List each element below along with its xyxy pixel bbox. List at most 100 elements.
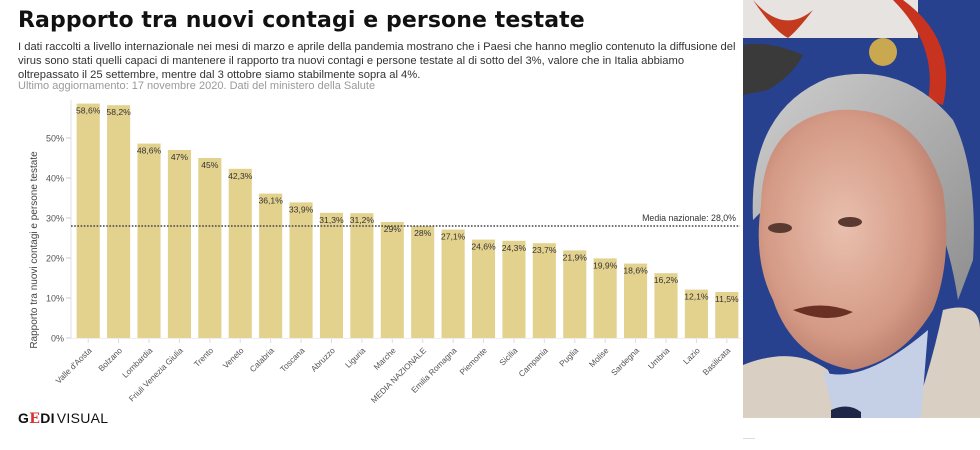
data-label: 27,1%: [441, 232, 466, 242]
bar-chart: 0% 10% 20% 30% 40% 50% Rapporto tra nuovi cont…: [29, 99, 742, 405]
x-tick-label: Lazio: [682, 346, 703, 367]
bar-sardegna: [624, 263, 648, 338]
x-tick-label: Molise: [587, 346, 610, 369]
x-tick-label: Marche: [372, 346, 398, 372]
logo-di: DI: [40, 410, 55, 426]
x-tick-label: Sardegna: [610, 346, 642, 378]
sun-emblem: [869, 38, 897, 66]
data-label: 42,3%: [228, 171, 253, 181]
y-axis-title: Rapporto tra nuovi contagi e persone tes…: [29, 151, 40, 349]
x-tick-label: Basilicata: [701, 346, 732, 377]
national-average-label: Media nazionale: 28,0%: [642, 213, 736, 223]
eagle-emblem: [743, 43, 803, 95]
y-tick-label: 30%: [46, 214, 64, 224]
data-label: 31,2%: [350, 215, 375, 225]
y-axis: 0% 10% 20% 30% 40% 50% Rapporto tra nuovi cont…: [29, 99, 72, 349]
x-tick-label: Toscana: [279, 346, 307, 374]
bar-abruzzo: [319, 212, 344, 338]
y-tick-label: 40%: [46, 174, 64, 184]
data-label: 24,6%: [471, 242, 496, 252]
x-tick-label: Umbria: [646, 346, 671, 371]
portrait-photo: [743, 0, 980, 418]
data-label: 45%: [201, 160, 219, 170]
left-eye: [768, 223, 792, 233]
data-label: 47%: [171, 152, 189, 162]
logo-visual: VISUAL: [56, 410, 109, 426]
jacket-left: [743, 356, 848, 418]
bar-sicilia: [502, 240, 526, 338]
x-tick-label: Campania: [517, 346, 550, 379]
x-tick-label: Trento: [192, 346, 215, 369]
data-label: 28%: [414, 228, 432, 238]
jacket-right: [913, 307, 980, 418]
data-label: 33,9%: [289, 204, 314, 214]
logo-ge: G: [18, 410, 30, 426]
x-tick-label: Sicilia: [498, 346, 520, 368]
bar-emilia-romagna: [441, 229, 465, 338]
gedi-visual-logo: GEDI VISUAL: [18, 410, 108, 427]
x-tick-label: Calabria: [248, 346, 276, 374]
bars-group: 58,6% 58,2% 48,6% 47% 45% 42,3% 36,1% 33,9% 31,3…: [76, 103, 739, 338]
x-tick-label: MEDIA NAZIONALE: [369, 346, 428, 405]
data-label: 58,2%: [106, 107, 131, 117]
bar-marche: [380, 222, 404, 338]
bar-lombardia: [137, 143, 161, 338]
bar-valle-d-aosta: [76, 103, 100, 338]
data-label: 29%: [384, 224, 402, 234]
bar-molise: [593, 258, 617, 338]
data-label: 24,3%: [502, 243, 527, 253]
bar-friuli-venezia-giulia: [167, 150, 191, 338]
x-tick-label: Piemonte: [458, 346, 489, 377]
bar-puglia: [563, 250, 587, 338]
data-label: 31,3%: [319, 215, 344, 225]
bar-lazio: [684, 289, 708, 338]
right-eye: [838, 217, 862, 227]
x-tick-label: Friuli Venezia Giulia: [127, 346, 185, 404]
data-label: 12,1%: [684, 292, 709, 302]
bar-campania: [532, 243, 556, 338]
data-label: 16,2%: [654, 275, 679, 285]
logo-e: E: [29, 411, 41, 427]
chart-title: Rapporto tra nuovi contagi e persone tes…: [18, 8, 585, 33]
bar-veneto: [228, 168, 252, 338]
seal-ring: [893, 0, 947, 105]
divider: [743, 438, 755, 439]
mouth: [793, 305, 853, 319]
y-tick-label: 0%: [51, 334, 64, 344]
bar-umbria: [654, 273, 678, 338]
data-label: 23,7%: [532, 245, 557, 255]
data-label: 58,6%: [76, 106, 101, 116]
chart-subtitle: I dati raccolti a livello internazionale…: [18, 41, 736, 81]
data-label: 19,9%: [593, 260, 618, 270]
bar-calabria: [259, 193, 283, 338]
bar-media-nazionale: [411, 226, 435, 338]
data-label: 36,1%: [258, 196, 283, 206]
x-tick-label: Veneto: [221, 346, 246, 371]
x-tick-label: Puglia: [558, 346, 581, 369]
bar-bolzano: [107, 105, 131, 338]
y-tick-label: 20%: [46, 254, 64, 264]
banner-ornament: [753, 0, 813, 38]
bar-basilicata: [715, 292, 739, 338]
x-tick-label: Liguria: [344, 346, 368, 370]
x-tick-label: Abruzzo: [309, 346, 337, 374]
data-label: 48,6%: [137, 146, 162, 156]
shirt-collar: [823, 330, 928, 418]
y-tick-label: 50%: [46, 134, 64, 144]
reference-line-group: Media nazionale: 28,0%: [71, 213, 740, 227]
bar-piemonte: [471, 239, 496, 338]
portrait-image: [743, 0, 980, 418]
y-tick-label: 10%: [46, 294, 64, 304]
bar-liguria: [350, 213, 374, 338]
data-label: 21,9%: [563, 252, 588, 262]
x-tick-label: Bolzano: [97, 346, 125, 374]
data-label: 11,5%: [715, 294, 739, 304]
bar-trento: [198, 158, 222, 338]
update-note: Ultimo aggiornamento: 17 novembre 2020. …: [18, 80, 376, 92]
bar-toscana: [289, 202, 313, 338]
x-tick-label: Valle d'Aosta: [54, 346, 94, 386]
data-label: 18,6%: [623, 266, 648, 276]
face: [758, 109, 947, 370]
necktie: [831, 406, 861, 418]
